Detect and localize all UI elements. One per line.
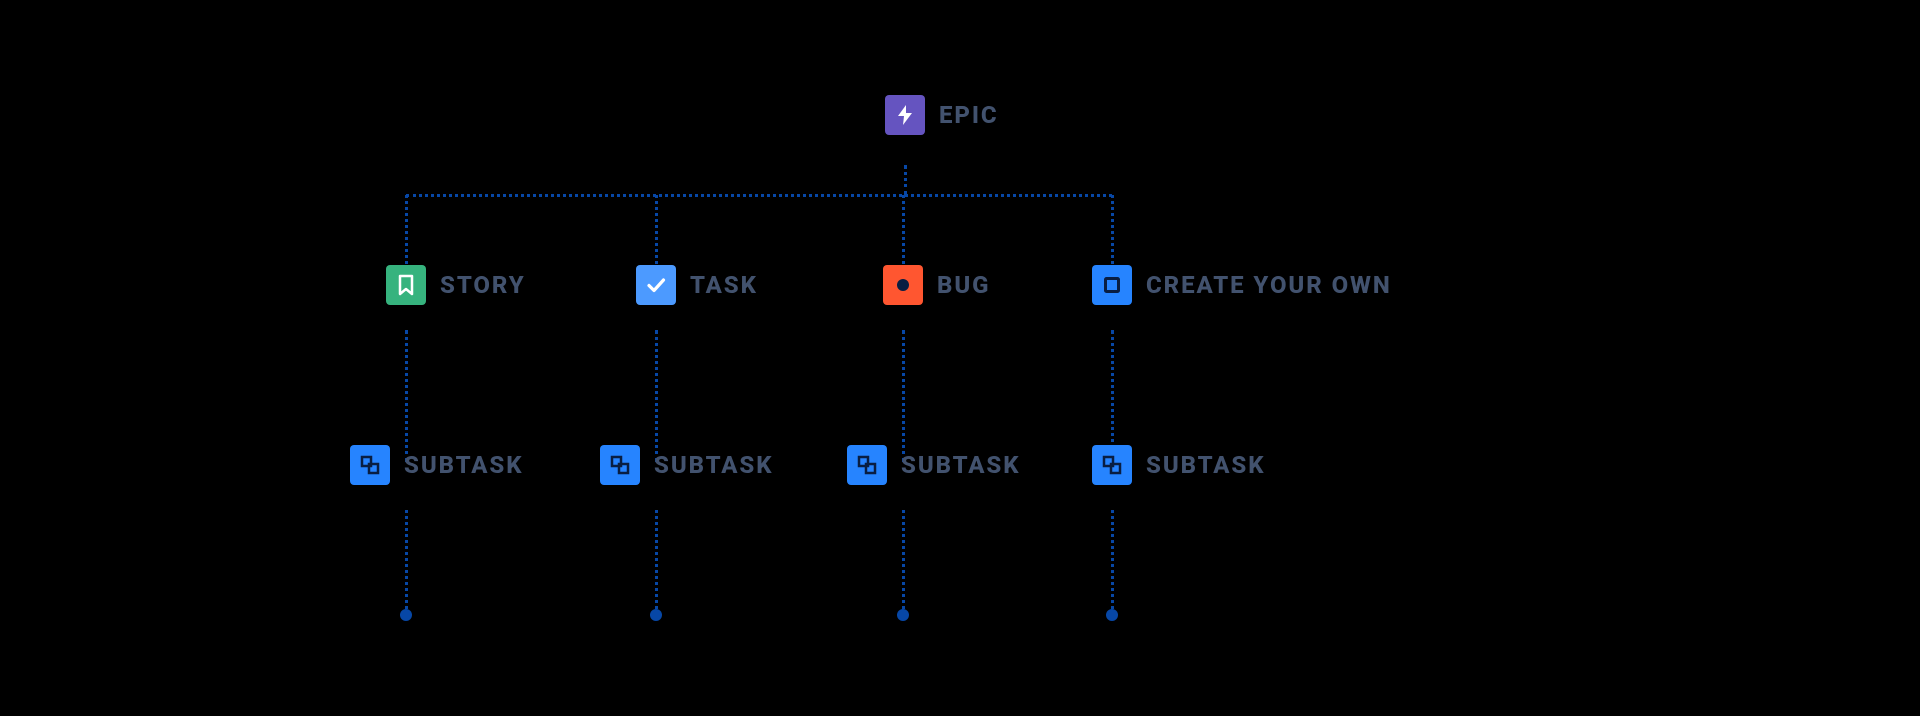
connector-dot (650, 609, 662, 621)
node-story: STORY (386, 265, 526, 305)
subtask-icon (1092, 445, 1132, 485)
node-epic: EPIC (885, 95, 999, 135)
connector-vertical (904, 165, 907, 195)
connector-vertical (1111, 510, 1114, 615)
subtask-icon (847, 445, 887, 485)
node-subtask: SUBTASK (847, 445, 1020, 485)
node-task: TASK (636, 265, 758, 305)
bolt-icon (885, 95, 925, 135)
subtask-icon (350, 445, 390, 485)
node-bug-label: BUG (937, 271, 990, 299)
node-subtask-label: SUBTASK (1146, 451, 1265, 479)
node-subtask-label: SUBTASK (654, 451, 773, 479)
node-subtask: SUBTASK (600, 445, 773, 485)
node-epic-label: EPIC (939, 101, 999, 129)
node-subtask-label: SUBTASK (901, 451, 1020, 479)
check-icon (636, 265, 676, 305)
node-custom: CREATE YOUR OWN (1092, 265, 1392, 305)
bookmark-icon (386, 265, 426, 305)
connector-horizontal (406, 194, 1112, 197)
node-bug: BUG (883, 265, 990, 305)
node-subtask: SUBTASK (350, 445, 523, 485)
node-subtask-label: SUBTASK (404, 451, 523, 479)
connector-dot (1106, 609, 1118, 621)
connector-vertical (1111, 330, 1114, 462)
connector-dot (897, 609, 909, 621)
node-custom-label: CREATE YOUR OWN (1146, 271, 1392, 299)
subtask-icon (600, 445, 640, 485)
connector-vertical (405, 510, 408, 615)
node-story-label: STORY (440, 271, 526, 299)
connector-vertical (902, 330, 905, 462)
diagram-canvas: EPICSTORYTASKBUGCREATE YOUR OWN SUBTASK … (0, 0, 1920, 716)
node-subtask: SUBTASK (1092, 445, 1265, 485)
circle-icon (883, 265, 923, 305)
connector-vertical (902, 510, 905, 615)
square-icon (1092, 265, 1132, 305)
connector-vertical (655, 330, 658, 462)
node-task-label: TASK (690, 271, 758, 299)
connector-dot (400, 609, 412, 621)
connector-vertical (655, 510, 658, 615)
connector-vertical (405, 330, 408, 462)
